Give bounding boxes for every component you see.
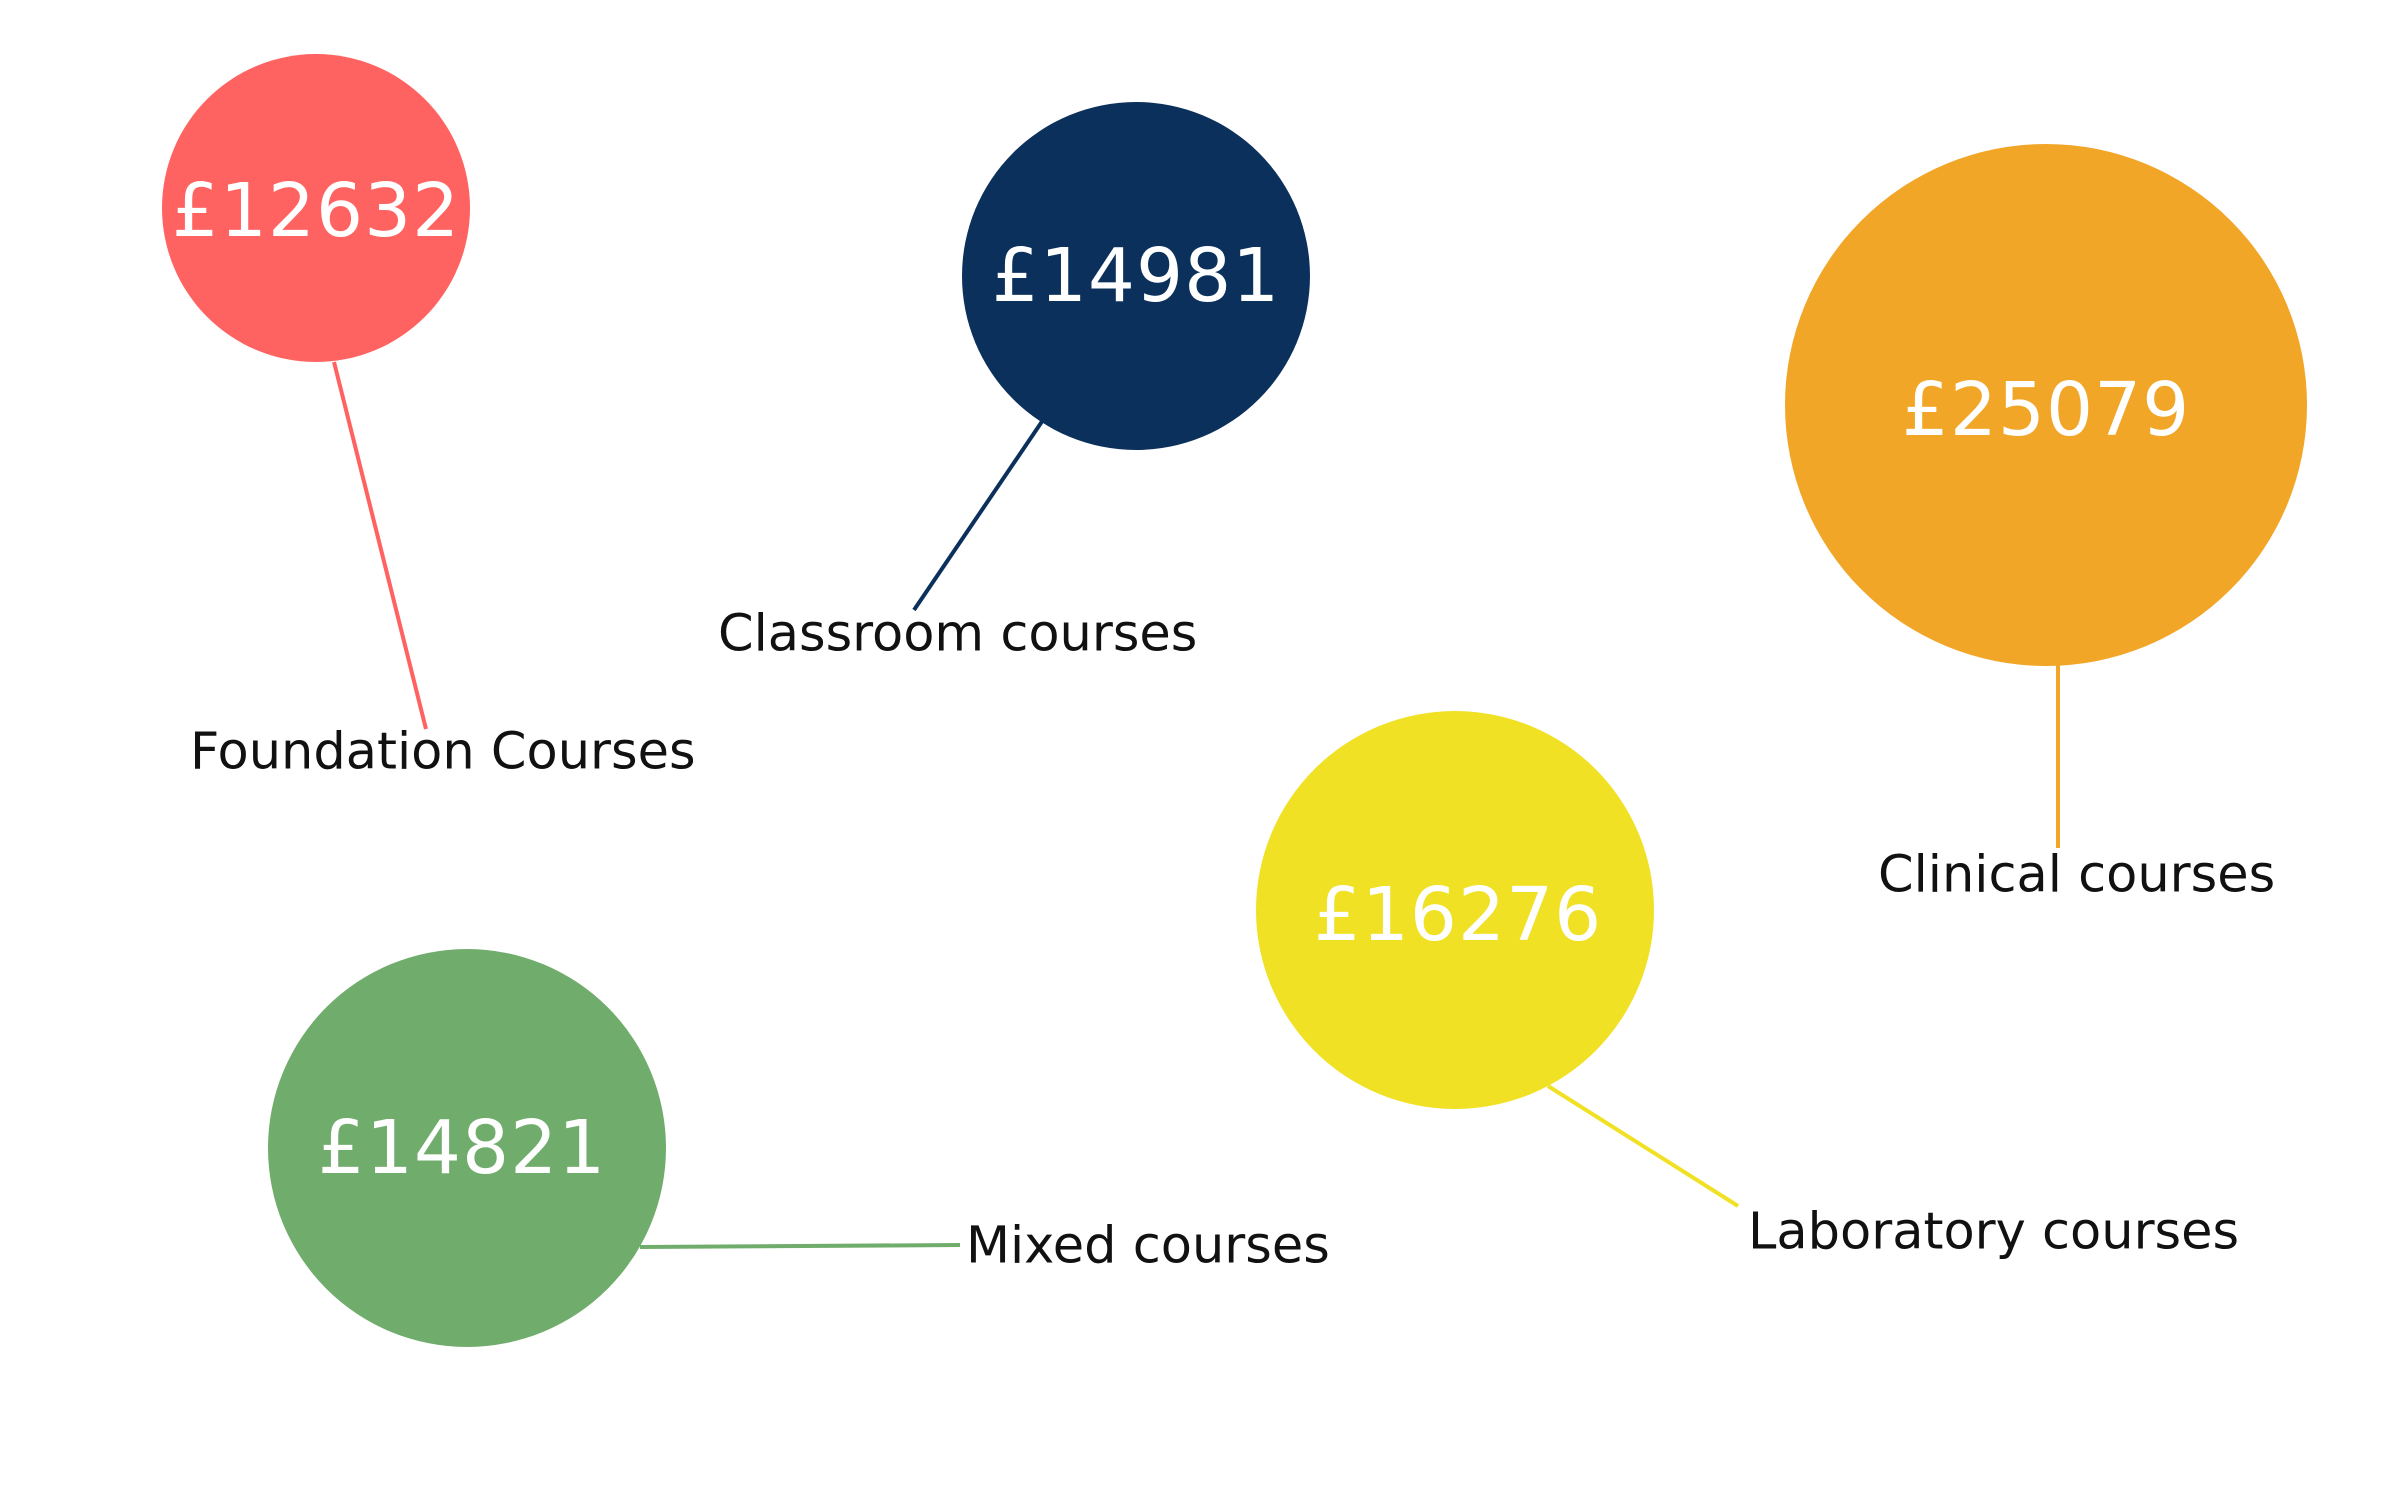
bubble-group-foundation: £12632 Foundation Courses (162, 54, 696, 782)
bubble-label-clinical: Clinical courses (1878, 846, 2275, 905)
bubble-clinical (1785, 144, 2307, 666)
bubble-label-mixed: Mixed courses (966, 1217, 1330, 1276)
bubble-label-laboratory: Laboratory courses (1748, 1203, 2239, 1262)
leader-line-foundation (332, 361, 428, 730)
bubble-mixed (268, 949, 666, 1347)
bubble-label-foundation: Foundation Courses (190, 723, 696, 782)
bubble-classroom (962, 102, 1310, 450)
bubble-value-laboratory: £16276 (1314, 872, 1603, 958)
bubble-value-mixed: £14821 (318, 1105, 607, 1191)
leader-line-mixed (639, 1243, 961, 1249)
bubble-label-classroom: Classroom courses (718, 605, 1197, 664)
bubble-value-classroom: £14981 (992, 233, 1281, 319)
bubble-laboratory (1256, 711, 1654, 1109)
bubble-group-laboratory: £16276 Laboratory courses (1256, 711, 2239, 1262)
leader-line-laboratory (1546, 1084, 1740, 1208)
bubble-group-clinical: £25079 Clinical courses (1785, 144, 2307, 905)
leader-line-classroom (912, 418, 1045, 612)
bubble-value-clinical: £25079 (1902, 367, 2191, 453)
bubble-value-foundation: £12632 (172, 168, 461, 254)
bubble-group-mixed: £14821 Mixed courses (268, 949, 1330, 1347)
bubble-group-classroom: £14981 Classroom courses (718, 102, 1310, 664)
bubble-foundation (162, 54, 470, 362)
